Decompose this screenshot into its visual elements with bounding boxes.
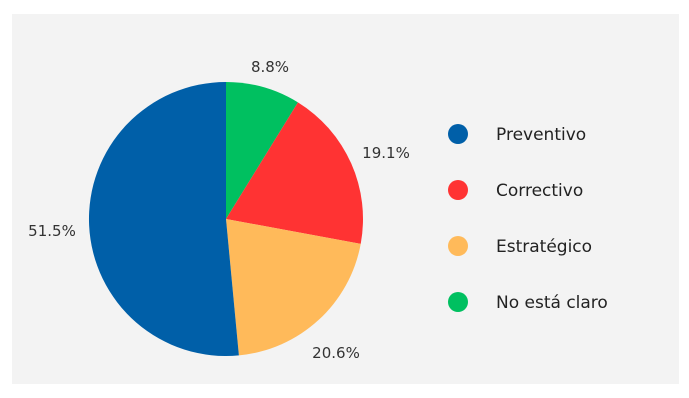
pie-slice-no-est-claro (226, 82, 298, 219)
pct-label-preventivo: 51.5% (28, 222, 76, 240)
legend-label-correctivo: Correctivo (496, 181, 583, 201)
legend-label-preventivo: Preventivo (496, 125, 586, 145)
percentage-labels: 8.8% 19.1% 20.6% 51.5% (28, 58, 410, 362)
pie-slice-preventivo (88, 81, 239, 357)
pie-slice-estrat-gico (226, 219, 361, 356)
pie-slice-correctivo (226, 102, 363, 244)
legend: Preventivo Correctivo Estratégico No está c… (448, 124, 608, 313)
pct-label-correctivo: 19.1% (362, 144, 410, 162)
legend-label-estrat-gico: Estratégico (496, 237, 592, 257)
pct-label-no-est-claro: 8.8% (251, 58, 289, 76)
legend-marker-no-est-claro (448, 292, 468, 312)
pct-label-estrat-gico: 20.6% (312, 344, 360, 362)
pie-slices (88, 81, 363, 357)
legend-marker-correctivo (448, 180, 468, 200)
legend-marker-estrat-gico (448, 236, 468, 256)
legend-label-no-est-claro: No está claro (496, 293, 608, 313)
legend-marker-preventivo (448, 124, 468, 144)
